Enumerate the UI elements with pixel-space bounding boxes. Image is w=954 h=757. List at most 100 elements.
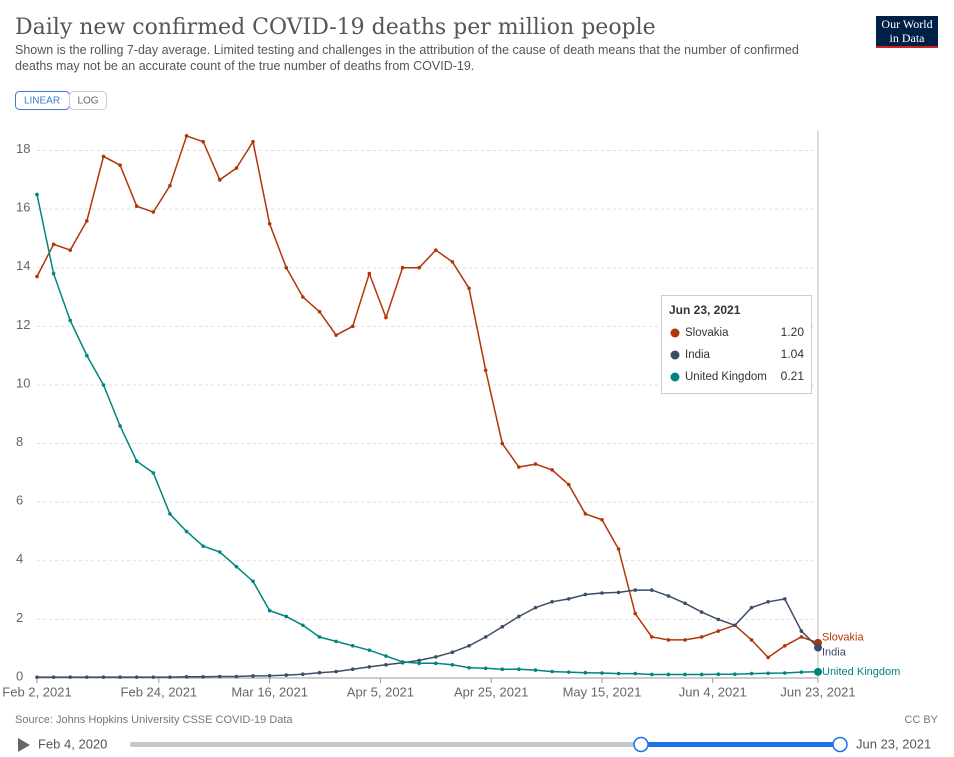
- point: [417, 658, 421, 663]
- series-end-label: India: [822, 646, 847, 658]
- play-button[interactable]: [18, 738, 30, 752]
- y-tick-label: 14: [16, 258, 30, 273]
- subtitle: Shown is the rolling 7-day average. Limi…: [15, 43, 799, 73]
- point: [251, 674, 255, 678]
- point: [616, 547, 621, 551]
- series-line: [37, 589, 819, 678]
- point: [334, 669, 338, 674]
- point: [467, 286, 471, 291]
- series-end-label: United Kingdom: [822, 666, 900, 678]
- point: [234, 166, 239, 170]
- point: [550, 600, 554, 604]
- y-tick-label: 2: [16, 610, 23, 625]
- point: [699, 635, 704, 639]
- point: [267, 608, 272, 613]
- tooltip-box: [661, 295, 812, 394]
- point: [533, 605, 538, 610]
- timeline-end: Jun 23, 2021: [856, 736, 931, 751]
- tooltip-name: Slovakia: [685, 327, 729, 339]
- x-tick-label: Jun 4, 2021: [679, 684, 747, 699]
- point: [500, 441, 505, 446]
- point: [749, 605, 754, 610]
- point: [450, 663, 455, 667]
- point: [550, 669, 554, 674]
- point: [483, 635, 488, 639]
- point: [600, 517, 604, 522]
- logo[interactable]: [876, 16, 938, 48]
- point: [683, 638, 687, 642]
- chart-title: Daily new confirmed COVID-19 deaths per …: [15, 15, 656, 40]
- point: [467, 643, 471, 648]
- point: [716, 629, 721, 633]
- point: [301, 623, 305, 628]
- point: [234, 674, 239, 679]
- point: [566, 597, 571, 601]
- log-button[interactable]: [69, 91, 107, 110]
- point: [217, 178, 222, 182]
- point: [766, 671, 770, 676]
- point: [118, 163, 122, 167]
- point: [583, 592, 588, 597]
- point: [766, 655, 770, 660]
- point: [566, 670, 571, 674]
- point: [201, 544, 205, 548]
- point: [749, 671, 754, 676]
- logo-stripe: [876, 46, 938, 48]
- tooltip-name: United Kingdom: [685, 371, 767, 383]
- point: [217, 674, 222, 679]
- point: [118, 675, 122, 679]
- point: [51, 675, 56, 679]
- timeline-handle[interactable]: [633, 736, 649, 753]
- x-tick-label: Jun 23, 2021: [780, 684, 855, 699]
- point: [35, 274, 39, 279]
- y-tick-label: 16: [16, 200, 30, 215]
- point: [583, 670, 588, 675]
- tooltip-swatch: [670, 328, 680, 338]
- point: [284, 614, 289, 619]
- point: [168, 512, 172, 516]
- y-tick-label: 10: [16, 375, 30, 390]
- timeline-handle[interactable]: [832, 736, 848, 753]
- tooltip-swatch: [670, 350, 680, 360]
- point: [450, 650, 455, 655]
- point: [251, 139, 255, 144]
- point: [251, 579, 255, 584]
- point: [799, 635, 804, 639]
- point: [384, 315, 388, 320]
- point: [400, 265, 405, 270]
- point: [134, 204, 139, 208]
- x-tick-label: Feb 2, 2021: [2, 684, 71, 699]
- point: [517, 667, 521, 672]
- point: [35, 192, 39, 197]
- point: [633, 588, 638, 592]
- point: [814, 667, 822, 676]
- series-line: [36, 134, 819, 659]
- y-tick-label: 4: [16, 551, 23, 566]
- point: [184, 134, 189, 138]
- point: [217, 550, 222, 554]
- point: [168, 183, 172, 188]
- y-tick-label: 8: [16, 434, 23, 449]
- point: [716, 617, 721, 622]
- point: [666, 594, 671, 598]
- point: [134, 675, 139, 679]
- point: [85, 219, 89, 223]
- point: [799, 629, 804, 633]
- point: [68, 248, 73, 252]
- point: [367, 271, 372, 276]
- point: [666, 638, 671, 642]
- point: [733, 672, 737, 676]
- point: [101, 675, 106, 679]
- point: [151, 675, 156, 679]
- point: [317, 670, 322, 675]
- point: [533, 462, 538, 466]
- point: [600, 591, 604, 595]
- x-tick-label: Apr 25, 2021: [454, 684, 528, 699]
- point: [650, 588, 654, 592]
- point: [317, 309, 322, 314]
- point: [85, 675, 89, 679]
- point: [384, 663, 388, 667]
- point: [301, 672, 305, 676]
- timeline-range: [641, 742, 840, 747]
- point: [101, 383, 106, 387]
